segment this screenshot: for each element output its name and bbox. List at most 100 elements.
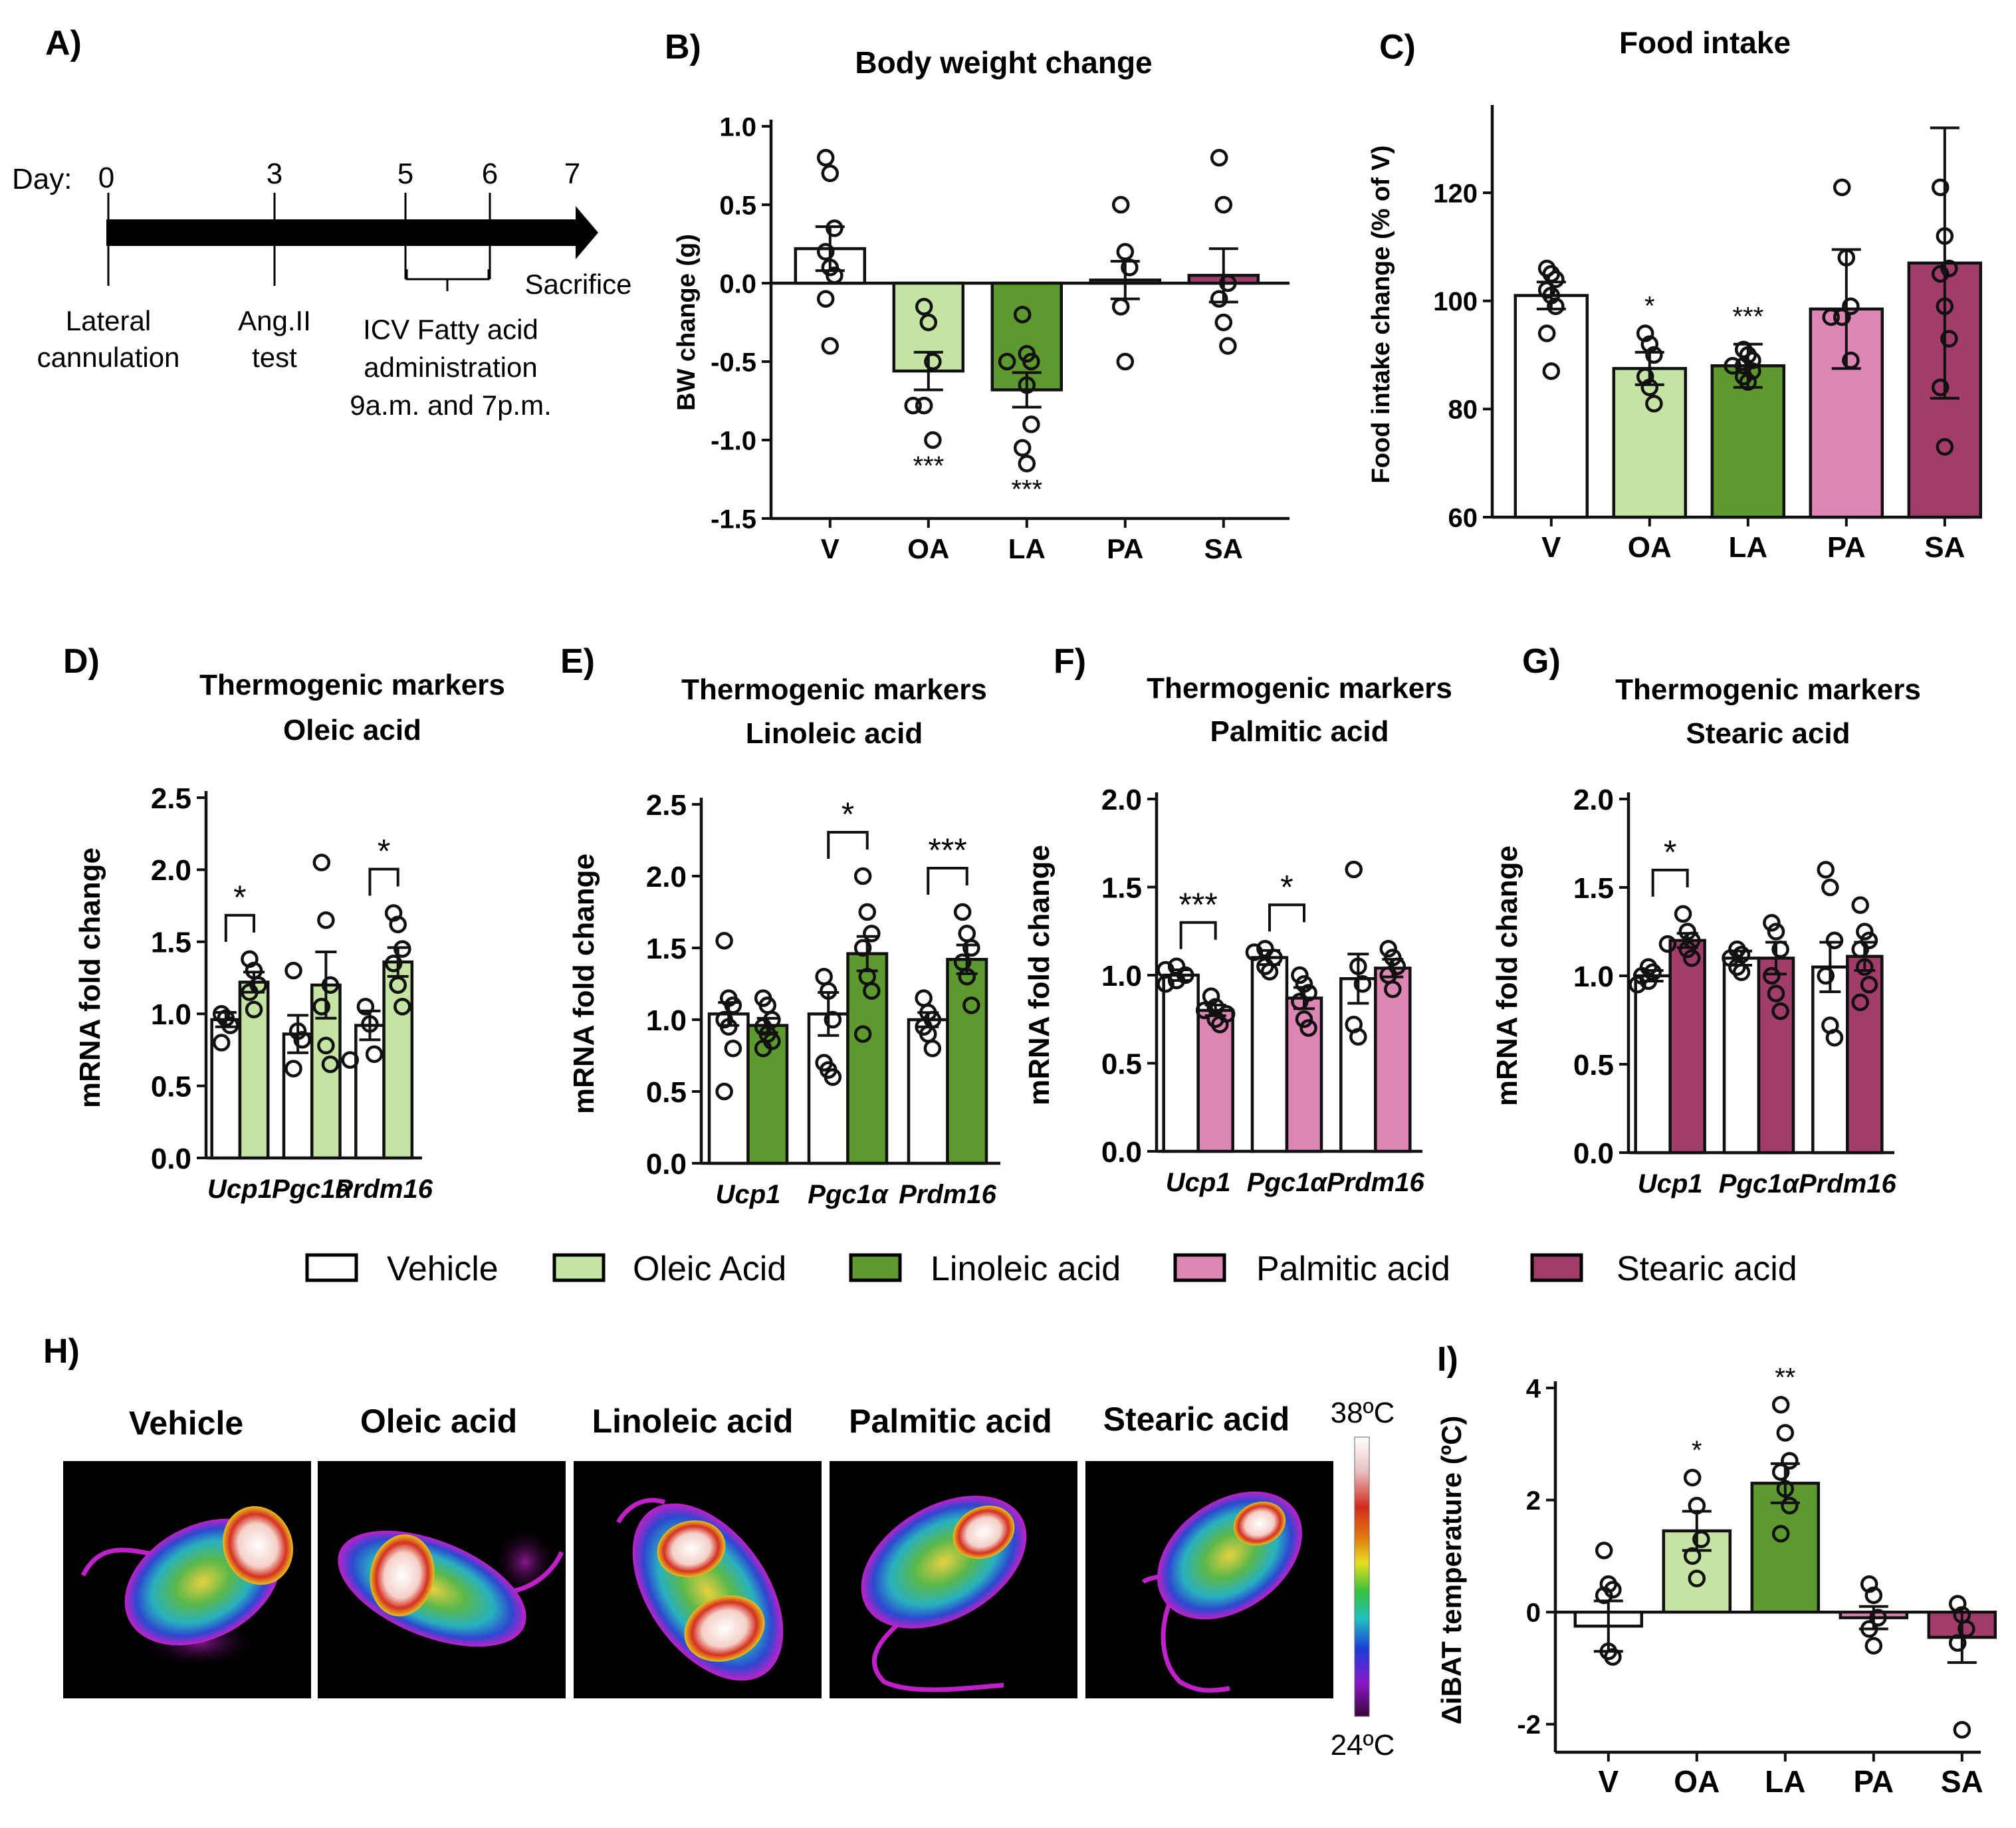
bar-vehicle-2-point bbox=[1821, 878, 1839, 897]
bar-v-point bbox=[1542, 362, 1561, 380]
bar-treated-2-point bbox=[1860, 976, 1878, 994]
timeline-arrow-shaft bbox=[106, 219, 578, 246]
y-tick-label: 80 bbox=[1448, 396, 1478, 425]
bar-vehicle-1 bbox=[1722, 957, 1761, 1155]
bar-v-point bbox=[816, 148, 835, 167]
thermal-color-scale bbox=[1354, 1436, 1370, 1717]
event-sacrifice: Sacrifice bbox=[524, 269, 631, 300]
bar-vehicle-2-point bbox=[1825, 931, 1844, 950]
bar-oa bbox=[1612, 367, 1688, 519]
thermal-scale-min: 24ºC bbox=[1331, 1729, 1395, 1762]
significance-marker: *** bbox=[1011, 475, 1042, 504]
significance-marker: * bbox=[841, 796, 854, 833]
bar-la-point bbox=[1724, 357, 1741, 375]
bar-pa-point bbox=[1116, 352, 1135, 371]
x-tick-label: Pgc1α bbox=[1719, 1169, 1801, 1199]
bar-treated-1-point bbox=[853, 939, 872, 957]
thermal-image-linoleic bbox=[574, 1461, 822, 1698]
bar-vehicle-0-point bbox=[724, 1039, 742, 1058]
thermal-image-vehicle bbox=[63, 1461, 311, 1698]
bar-treated-1-point bbox=[1767, 984, 1785, 1002]
chart-f-palmitic: 2.0 1.5 1.0 0.5 0.0 mRNA fold change Thermogen… bbox=[1023, 672, 1452, 1197]
bar-v-point bbox=[816, 243, 835, 261]
bar-treated-2-point bbox=[1851, 993, 1869, 1012]
y-tick-label: 0.5 bbox=[151, 1070, 191, 1103]
bar-sa-point bbox=[1214, 313, 1233, 332]
bar-la-point bbox=[1013, 305, 1032, 324]
x-tick-label: Pgc1α bbox=[272, 1175, 354, 1204]
bar-treated-0-point bbox=[1202, 987, 1220, 1006]
chart-title-line2: Stearic acid bbox=[1686, 717, 1850, 750]
y-tick-label: 2.5 bbox=[646, 789, 687, 822]
bar-oa-point bbox=[1692, 1530, 1710, 1548]
bar-sa-point bbox=[1219, 274, 1237, 292]
bar-pa-point bbox=[1842, 297, 1860, 316]
bar-treated-2-point bbox=[953, 903, 972, 921]
event-cannulation-2: cannulation bbox=[37, 342, 180, 373]
legend-swatch-oleic bbox=[552, 1253, 606, 1282]
x-tick-label: Ucp1 bbox=[1166, 1168, 1231, 1197]
panel-h-thermal-images: H) Vehicle Oleic acid Linoleic acid Palm… bbox=[43, 1332, 1395, 1762]
bar-treated-1-point bbox=[317, 1036, 335, 1055]
bar-treated-1-point bbox=[1763, 967, 1781, 985]
bar-la-point bbox=[1781, 1496, 1799, 1515]
x-tick-label: Prdm16 bbox=[899, 1180, 996, 1209]
bar-vehicle-1-point bbox=[1245, 943, 1264, 961]
panel-label: I) bbox=[1437, 1340, 1458, 1379]
bar-treated-0-point bbox=[245, 1000, 263, 1018]
x-tick-label: LA bbox=[1008, 533, 1046, 564]
x-tick-label: Pgc1α bbox=[808, 1180, 889, 1209]
bar-treated-1-point bbox=[321, 976, 340, 994]
bar-sa-point bbox=[1953, 1721, 1971, 1739]
y-tick-label: 2.0 bbox=[1101, 784, 1142, 816]
bar-treated-1-point bbox=[1767, 923, 1785, 941]
chart-title: Body weight change bbox=[855, 45, 1152, 80]
bar-v-point bbox=[1537, 324, 1556, 342]
y-tick-label: 1.5 bbox=[151, 927, 191, 959]
y-tick-label: 1.0 bbox=[1573, 961, 1614, 993]
x-tick-label: Prdm16 bbox=[1799, 1169, 1896, 1199]
significance-marker: * bbox=[1692, 1436, 1702, 1465]
bar-vehicle-0-point bbox=[221, 1016, 239, 1034]
bar-treated-2-point bbox=[384, 955, 403, 972]
bar-vehicle-1-point bbox=[824, 1068, 842, 1086]
bar-treated-2-point bbox=[962, 939, 980, 957]
bar-treated-1-point bbox=[858, 903, 876, 921]
significance-bracket bbox=[1179, 921, 1217, 949]
y-tick-label: 1.0 bbox=[151, 998, 191, 1031]
x-tick-label: PA bbox=[1107, 533, 1143, 564]
y-axis-label: mRNA fold change bbox=[1491, 846, 1523, 1106]
panel-a-timeline: A) Day: 0 3 5 6 7 Lateral cannulation An… bbox=[12, 24, 632, 421]
chart-title-line1: Thermogenic markers bbox=[1147, 672, 1452, 705]
bar-v-point bbox=[821, 164, 840, 183]
bar-vehicle-2 bbox=[1339, 977, 1377, 1153]
legend: Vehicle Oleic Acid Linoleic acid Palmiti… bbox=[305, 1250, 1797, 1288]
bar-treated-1 bbox=[1757, 957, 1795, 1155]
chart-title-line1: Thermogenic markers bbox=[1615, 673, 1921, 706]
bar-pa-point bbox=[1833, 308, 1851, 326]
y-tick-label: 0.5 bbox=[719, 191, 756, 220]
bar-treated-1-point bbox=[863, 982, 881, 1000]
bar-vehicle-2 bbox=[1811, 965, 1849, 1155]
significance-bracket bbox=[224, 913, 256, 942]
bar-v-point bbox=[821, 337, 840, 355]
timeline-arrow-head bbox=[576, 206, 598, 259]
bar-vehicle-2 bbox=[354, 1024, 386, 1160]
significance-marker: *** bbox=[1178, 886, 1217, 923]
bar-la-point bbox=[1013, 439, 1032, 457]
bar-treated-0 bbox=[1196, 1008, 1234, 1153]
bar-treated-1-point bbox=[321, 1055, 340, 1074]
bar-vehicle-0 bbox=[1162, 973, 1200, 1153]
bar-vehicle-1-point bbox=[815, 967, 833, 986]
bar-vehicle-2-point bbox=[341, 1051, 360, 1069]
bar-vehicle-2-point bbox=[1353, 975, 1372, 993]
y-tick-label: 1.5 bbox=[1101, 871, 1142, 904]
event-angii-2: test bbox=[252, 342, 297, 373]
bar-treated-1-point bbox=[853, 867, 872, 885]
bar-v-point bbox=[1547, 270, 1565, 288]
legend-label-linoleic: Linoleic acid bbox=[931, 1250, 1121, 1288]
bar-v-point bbox=[1547, 297, 1565, 316]
y-tick-label: 2.0 bbox=[1573, 784, 1614, 816]
x-tick-label: V bbox=[821, 533, 840, 564]
y-tick-label: 2.0 bbox=[151, 854, 191, 887]
